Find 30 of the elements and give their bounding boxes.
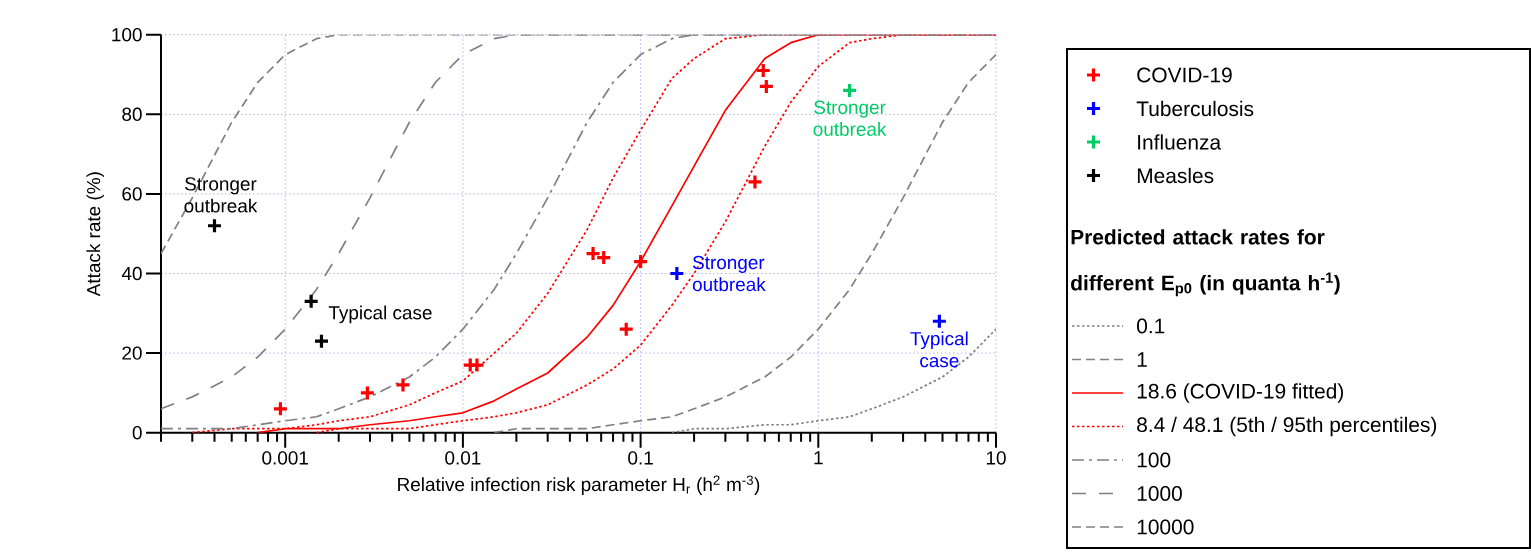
legend-label: COVID-19: [1137, 67, 1232, 83]
y-tick-label: 0: [132, 426, 142, 440]
annotation: Typical case: [910, 331, 968, 368]
legend-label: 100: [1137, 452, 1171, 468]
x-tick-label: 0.001: [262, 451, 308, 465]
legend-label: 1: [1137, 352, 1147, 367]
y-tick-label: 40: [121, 266, 142, 281]
legend-label: 8.4 / 48.1 (5th / 95th percentiles): [1137, 416, 1437, 437]
annotation: Stronger outbreak: [813, 100, 887, 136]
text: Predicted attack rates for different E$_{p0}$ (in quanta h$^{-1}$): [1071, 229, 1340, 297]
legend-label: 18.6 (COVID-19 fitted): [1137, 383, 1344, 403]
y-tick-label: 100: [112, 27, 142, 42]
legend-label: 0.1: [1137, 318, 1165, 334]
legend-label: 1000: [1137, 486, 1182, 501]
annotation: Stronger outbreak: [184, 177, 258, 213]
y-axis-title: Attack rate (%): [86, 172, 105, 297]
y-tick-label: 20: [122, 346, 142, 360]
legend-label: Measles: [1137, 167, 1214, 184]
x-tick-label: 10: [986, 451, 1006, 465]
x-axis-title: Relative infection risk parameter H$_{r}$ (h$^{2}$ m$^{-3}$): [398, 475, 760, 495]
x-tick-label: 0.1: [628, 451, 653, 465]
x-tick-label: 1: [814, 451, 823, 465]
annotation: Stronger outbreak: [692, 255, 766, 292]
legend-label: 10000: [1137, 519, 1194, 535]
legend-label: Tuberculosis: [1136, 100, 1254, 117]
legend-label: Influenza: [1138, 134, 1222, 150]
y-tick-label: 60: [122, 187, 142, 201]
annotation: Typical case: [328, 305, 432, 324]
y-tick-label: 80: [122, 107, 142, 121]
x-tick-label: 0.01: [445, 451, 481, 465]
